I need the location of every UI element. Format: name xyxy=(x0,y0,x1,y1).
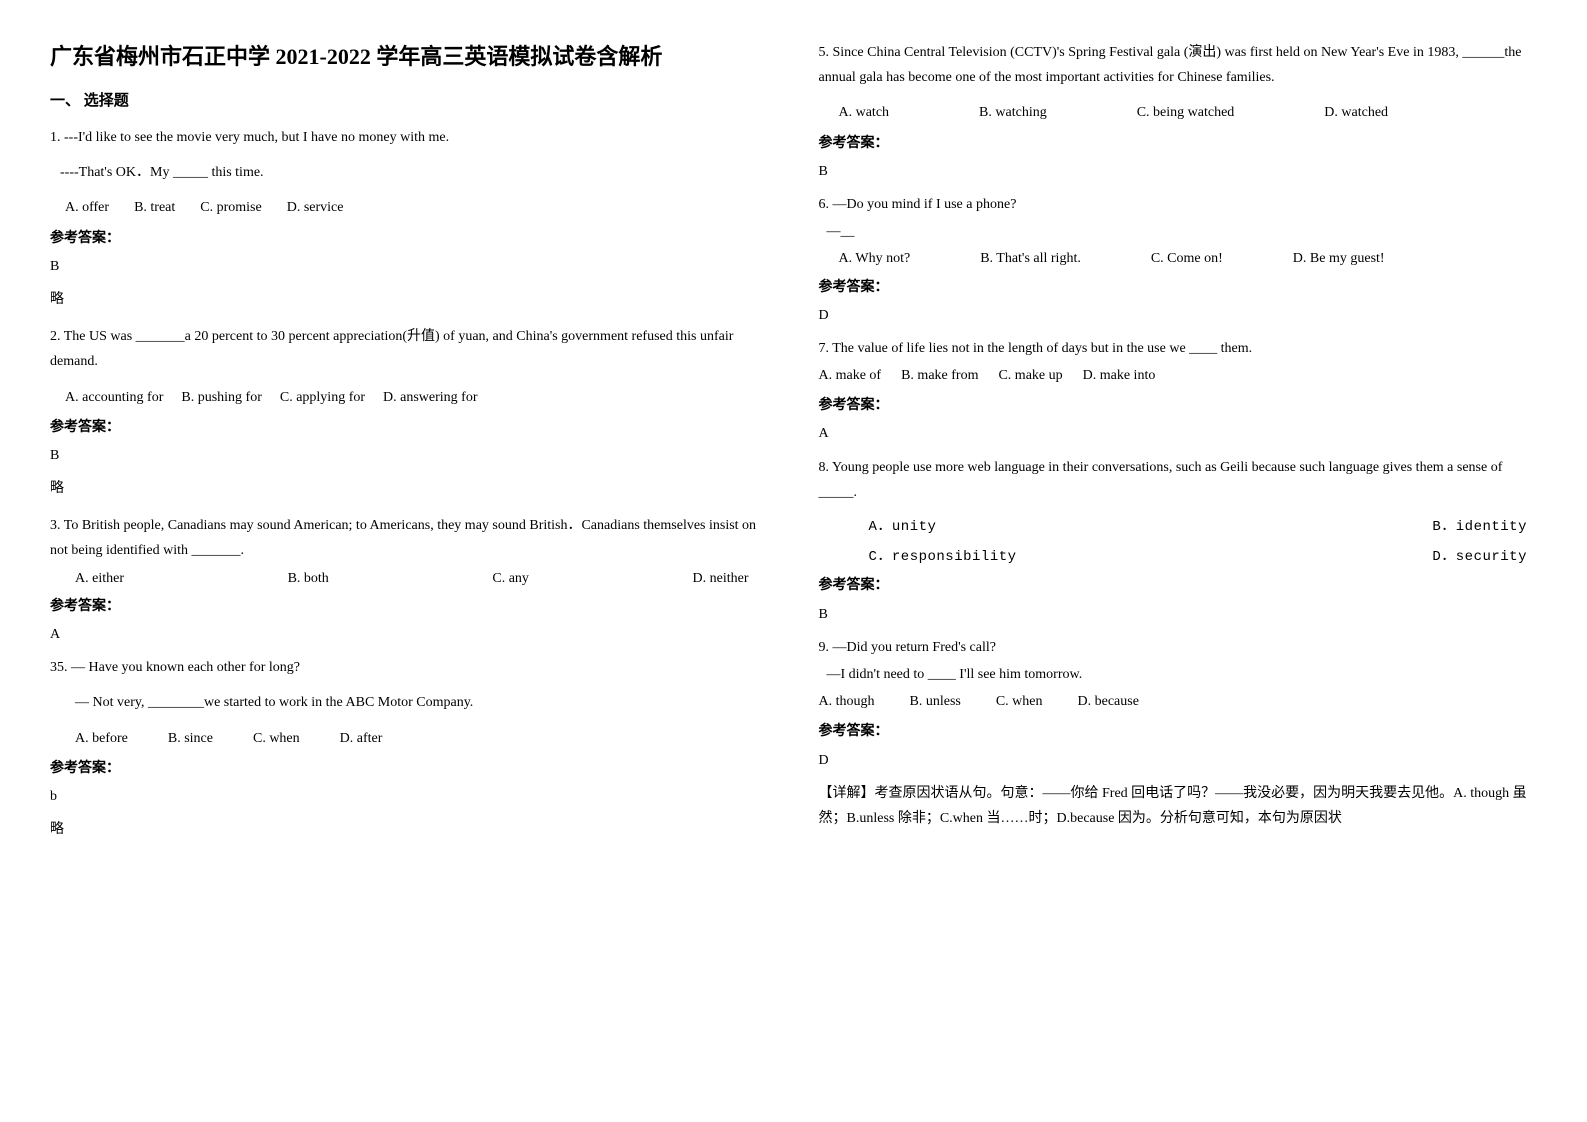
q9-answer: D xyxy=(819,748,1538,773)
q5-answer-label: 参考答案： xyxy=(819,131,1538,156)
q9-option-c: C. when xyxy=(996,689,1043,714)
q35-answer-label: 参考答案： xyxy=(50,756,769,781)
q1-option-a: A. offer xyxy=(65,195,109,220)
q1-option-c: C. promise xyxy=(200,195,261,220)
question-1: 1. ---I'd like to see the movie very muc… xyxy=(50,125,769,312)
q9-explanation: 【详解】考查原因状语从句。句意：——你给 Fred 回电话了吗？——我没必要，因… xyxy=(819,781,1538,831)
q6-line1: 6. —Do you mind if I use a phone? xyxy=(819,192,1538,217)
q35-note: 略 xyxy=(50,817,769,842)
left-column: 广东省梅州市石正中学 2021-2022 学年高三英语模拟试卷含解析 一、 选择… xyxy=(50,40,769,854)
document-title: 广东省梅州市石正中学 2021-2022 学年高三英语模拟试卷含解析 xyxy=(50,40,769,73)
section-header: 一、 选择题 xyxy=(50,88,769,115)
q9-option-a: A. though xyxy=(819,689,875,714)
q2-option-c: C. applying for xyxy=(280,385,365,410)
q2-answer: B xyxy=(50,443,769,468)
q7-option-b: B. make from xyxy=(901,363,978,388)
q2-line1: 2. The US was _______a 20 percent to 30 … xyxy=(50,324,769,374)
q1-answer-label: 参考答案： xyxy=(50,226,769,251)
q5-option-d: D. watched xyxy=(1324,100,1388,125)
q6-line2: —__ xyxy=(819,219,1538,244)
q3-option-a: A. either xyxy=(75,566,124,591)
q35-options: A. before B. since C. when D. after xyxy=(50,726,769,751)
q7-answer-label: 参考答案： xyxy=(819,393,1538,418)
q2-option-b: B. pushing for xyxy=(181,385,262,410)
q7-option-d: D. make into xyxy=(1083,363,1156,388)
q3-option-b: B. both xyxy=(288,566,329,591)
q1-line1: 1. ---I'd like to see the movie very muc… xyxy=(50,125,769,150)
q7-options: A. make of B. make from C. make up D. ma… xyxy=(819,363,1538,388)
q9-options: A. though B. unless C. when D. because xyxy=(819,689,1538,714)
q6-option-b: B. That's all right. xyxy=(980,246,1081,271)
question-35: 35. — Have you known each other for long… xyxy=(50,655,769,842)
q35-option-b: B. since xyxy=(168,726,213,751)
q2-answer-label: 参考答案： xyxy=(50,415,769,440)
q35-option-d: D. after xyxy=(340,726,383,751)
q7-answer: A xyxy=(819,421,1538,446)
q8-line1: 8. Young people use more web language in… xyxy=(819,455,1538,505)
q2-option-a: A. accounting for xyxy=(65,385,163,410)
q9-line1: 9. —Did you return Fred's call? xyxy=(819,635,1538,660)
q35-line1: 35. — Have you known each other for long… xyxy=(50,655,769,680)
q1-answer: B xyxy=(50,254,769,279)
q8-option-a: A．unity xyxy=(869,515,937,540)
q8-answer: B xyxy=(819,602,1538,627)
q5-options: A. watch B. watching C. being watched D.… xyxy=(819,100,1538,125)
q9-option-d: D. because xyxy=(1078,689,1139,714)
q9-answer-label: 参考答案： xyxy=(819,719,1538,744)
page-container: 广东省梅州市石正中学 2021-2022 学年高三英语模拟试卷含解析 一、 选择… xyxy=(50,40,1537,854)
q5-option-c: C. being watched xyxy=(1137,100,1235,125)
q5-line1: 5. Since China Central Television (CCTV)… xyxy=(819,40,1538,90)
q9-line2: —I didn't need to ____ I'll see him tomo… xyxy=(819,662,1538,687)
q1-note: 略 xyxy=(50,287,769,312)
q8-option-c: C．responsibility xyxy=(869,545,1017,570)
q5-option-b: B. watching xyxy=(979,100,1047,125)
q1-options: A. offer B. treat C. promise D. service xyxy=(50,195,769,220)
q3-option-c: C. any xyxy=(492,566,529,591)
q6-option-d: D. Be my guest! xyxy=(1293,246,1385,271)
q6-option-a: A. Why not? xyxy=(839,246,911,271)
q6-answer-label: 参考答案： xyxy=(819,275,1538,300)
q7-line1: 7. The value of life lies not in the len… xyxy=(819,336,1538,361)
q6-option-c: C. Come on! xyxy=(1151,246,1223,271)
q8-option-d: D．security xyxy=(1432,545,1527,570)
q6-options: A. Why not? B. That's all right. C. Come… xyxy=(819,246,1538,271)
q5-option-a: A. watch xyxy=(839,100,890,125)
question-8: 8. Young people use more web language in… xyxy=(819,455,1538,627)
question-6: 6. —Do you mind if I use a phone? —__ A.… xyxy=(819,192,1538,328)
q7-option-a: A. make of xyxy=(819,363,882,388)
q35-line2: — Not very, ________we started to work i… xyxy=(50,690,769,715)
q9-option-b: B. unless xyxy=(910,689,961,714)
q3-options: A. either B. both C. any D. neither xyxy=(50,566,769,591)
q3-option-d: D. neither xyxy=(693,566,749,591)
question-3: 3. To British people, Canadians may soun… xyxy=(50,513,769,647)
q2-options: A. accounting for B. pushing for C. appl… xyxy=(50,385,769,410)
q1-line2: ----That's OK．My _____ this time. xyxy=(50,160,769,185)
q5-answer: B xyxy=(819,159,1538,184)
q3-answer-label: 参考答案： xyxy=(50,594,769,619)
q35-option-a: A. before xyxy=(75,726,128,751)
question-9: 9. —Did you return Fred's call? —I didn'… xyxy=(819,635,1538,831)
q1-option-d: D. service xyxy=(287,195,344,220)
right-column: 5. Since China Central Television (CCTV)… xyxy=(819,40,1538,854)
q7-option-c: C. make up xyxy=(998,363,1062,388)
q35-answer: b xyxy=(50,784,769,809)
q8-answer-label: 参考答案： xyxy=(819,573,1538,598)
question-7: 7. The value of life lies not in the len… xyxy=(819,336,1538,447)
q6-answer: D xyxy=(819,303,1538,328)
q8-options: A．unity B．identity C．responsibility D．se… xyxy=(819,515,1538,570)
question-5: 5. Since China Central Television (CCTV)… xyxy=(819,40,1538,184)
q3-answer: A xyxy=(50,622,769,647)
question-2: 2. The US was _______a 20 percent to 30 … xyxy=(50,324,769,501)
q1-option-b: B. treat xyxy=(134,195,175,220)
q35-option-c: C. when xyxy=(253,726,300,751)
q8-option-b: B．identity xyxy=(1432,515,1527,540)
q3-line1: 3. To British people, Canadians may soun… xyxy=(50,513,769,563)
q2-note: 略 xyxy=(50,476,769,501)
q2-option-d: D. answering for xyxy=(383,385,477,410)
